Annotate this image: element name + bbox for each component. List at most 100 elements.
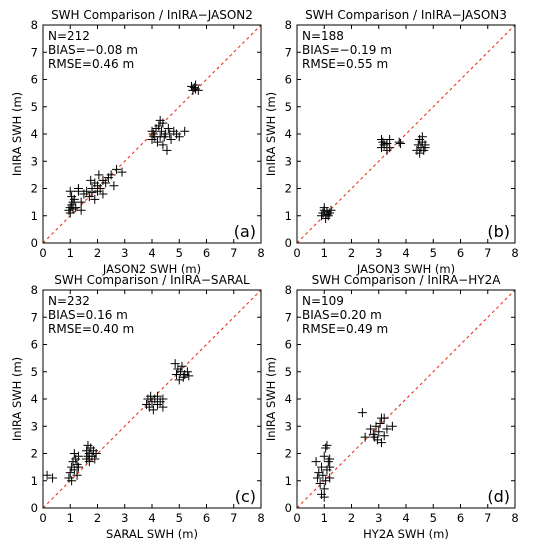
stat-text: N=109 <box>302 294 344 308</box>
y-axis-label: InIRA SWH (m) <box>10 92 24 176</box>
x-tick-label: 6 <box>457 511 464 525</box>
x-tick-label: 1 <box>321 246 328 260</box>
y-tick-label: 2 <box>31 182 38 196</box>
data-point <box>396 139 406 149</box>
x-tick-label: 1 <box>67 511 74 525</box>
data-point <box>68 204 78 214</box>
plot-frame <box>296 289 516 509</box>
data-point <box>319 492 329 502</box>
data-point <box>366 424 376 434</box>
data-point <box>376 134 386 144</box>
data-point <box>325 473 335 483</box>
x-tick-label: 2 <box>94 246 101 260</box>
data-point <box>152 391 162 401</box>
data-point <box>387 421 397 431</box>
data-point <box>322 209 332 219</box>
x-tick-label: 5 <box>176 246 183 260</box>
data-point <box>420 143 430 153</box>
data-point <box>385 134 395 144</box>
plot-frame <box>42 24 262 244</box>
panel-title: SWH Comparison / InIRA−HY2A <box>312 273 502 287</box>
data-point <box>374 427 384 437</box>
panel-label: (c) <box>235 487 256 506</box>
data-point <box>73 462 83 472</box>
x-tick-label: 0 <box>39 511 46 525</box>
data-point <box>91 449 101 458</box>
data-point <box>312 473 322 483</box>
data-point <box>311 457 321 467</box>
data-point <box>322 440 332 450</box>
x-tick-label: 6 <box>203 511 210 525</box>
plot-frame <box>296 24 516 244</box>
x-tick-label: 5 <box>176 511 183 525</box>
y-tick-label: 2 <box>285 182 292 196</box>
data-point <box>84 457 94 467</box>
data-point <box>187 81 197 91</box>
x-tick-label: 0 <box>293 246 300 260</box>
data-point <box>417 132 427 142</box>
x-tick-label: 8 <box>257 511 264 525</box>
x-axis-label: JASON2 SWH (m) <box>102 262 201 276</box>
y-tick-label: 7 <box>31 310 38 324</box>
x-tick-label: 0 <box>39 246 46 260</box>
x-tick-label: 2 <box>94 511 101 525</box>
x-tick-label: 4 <box>148 511 155 525</box>
data-point <box>101 178 111 188</box>
data-point <box>65 186 75 196</box>
data-point <box>376 438 386 448</box>
x-tick-label: 7 <box>230 511 237 525</box>
x-tick-label: 4 <box>148 246 155 260</box>
data-point <box>325 454 335 464</box>
stat-text: BIAS=0.20 m <box>302 308 382 322</box>
stat-text: BIAS=−0.08 m <box>48 43 138 57</box>
data-point <box>148 405 158 415</box>
y-tick-label: 3 <box>285 419 292 433</box>
data-point <box>82 186 92 196</box>
y-tick-label: 1 <box>31 209 38 223</box>
y-tick-label: 7 <box>31 45 38 59</box>
y-tick-label: 6 <box>285 338 292 352</box>
y-tick-label: 5 <box>285 365 292 379</box>
panel-label: (a) <box>234 222 256 241</box>
x-tick-label: 3 <box>121 511 128 525</box>
data-point <box>69 194 79 204</box>
data-point <box>72 470 82 480</box>
data-point <box>158 140 168 150</box>
data-point <box>112 164 122 174</box>
data-point <box>325 462 335 472</box>
stat-text: BIAS=−0.19 m <box>302 43 392 57</box>
x-tick-label: 3 <box>375 511 382 525</box>
x-tick-label: 0 <box>293 511 300 525</box>
y-tick-label: 5 <box>285 100 292 114</box>
data-point <box>184 371 194 381</box>
x-tick-label: 3 <box>121 246 128 260</box>
plot-frame <box>42 289 262 509</box>
y-tick-label: 3 <box>31 419 38 433</box>
y-tick-label: 4 <box>285 127 292 141</box>
y-tick-label: 7 <box>285 45 292 59</box>
data-point <box>117 167 127 177</box>
data-point <box>87 184 97 193</box>
y-tick-label: 4 <box>31 392 38 406</box>
data-point <box>155 115 165 125</box>
data-point <box>48 473 58 483</box>
stat-text: RMSE=0.49 m <box>302 322 388 336</box>
y-tick-label: 8 <box>285 283 292 297</box>
data-point <box>147 134 157 144</box>
y-tick-label: 6 <box>31 338 38 352</box>
y-tick-label: 4 <box>285 392 292 406</box>
data-point <box>170 359 180 369</box>
y-tick-label: 7 <box>285 310 292 324</box>
data-point <box>90 454 100 464</box>
y-tick-label: 3 <box>285 154 292 168</box>
x-axis-label: SARAL SWH (m) <box>106 527 198 541</box>
x-tick-label: 8 <box>257 246 264 260</box>
x-tick-label: 1 <box>67 246 74 260</box>
y-tick-label: 1 <box>285 209 292 223</box>
y-tick-label: 2 <box>31 447 38 461</box>
data-point <box>319 484 329 494</box>
panel-d: SWH Comparison / InIRA−HY2A 0 1 2 3 4 5 6 7 8 0 1 2 3… <box>264 273 519 541</box>
panel-title: SWH Comparison / InIRA−JASON2 <box>51 8 253 22</box>
data-point <box>163 124 173 134</box>
